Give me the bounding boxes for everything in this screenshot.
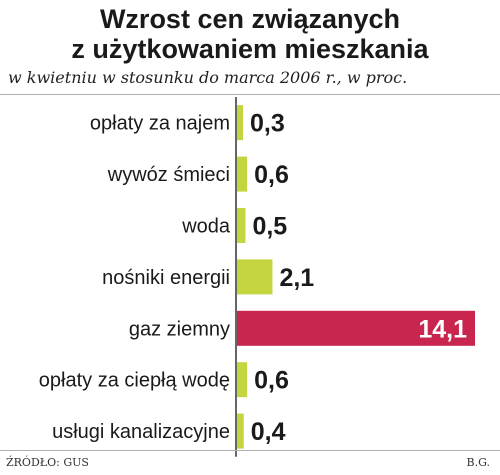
- category-label: nośniki energii: [102, 267, 230, 289]
- top-divider: [0, 94, 500, 95]
- category-label: opłaty za najem: [90, 113, 230, 135]
- source-note: ŹRÓDŁO: GUS: [6, 456, 89, 469]
- value-label: 0,5: [252, 213, 287, 241]
- category-label: gaz ziemny: [129, 318, 230, 340]
- value-label: 2,1: [279, 264, 314, 292]
- chart-title-line1: Wzrost cen związanych: [99, 4, 401, 34]
- bar: [237, 413, 244, 449]
- value-label: 0,6: [254, 367, 289, 395]
- bar: [237, 362, 248, 398]
- author-initials: B.G.: [466, 456, 490, 469]
- value-label: 14,1: [418, 315, 467, 343]
- value-label: 0,3: [250, 110, 285, 138]
- category-label: usługi kanalizacyjne: [52, 421, 230, 443]
- category-label: woda: [181, 216, 231, 238]
- category-label: wywóz śmieci: [107, 164, 230, 186]
- value-label: 0,4: [251, 418, 286, 446]
- category-label: opłaty za ciepłą wodę: [39, 370, 230, 392]
- bottom-divider: [0, 450, 500, 451]
- bar: [237, 208, 246, 243]
- bar: [237, 105, 243, 141]
- bar: [237, 156, 248, 192]
- chart-subtitle: w kwietniu w stosunku do marca 2006 r., …: [8, 68, 408, 87]
- value-label: 0,6: [254, 161, 289, 189]
- bar: [237, 259, 273, 295]
- bar: [237, 310, 475, 346]
- chart-title-line2: z użytkowaniem mieszkania: [71, 34, 429, 64]
